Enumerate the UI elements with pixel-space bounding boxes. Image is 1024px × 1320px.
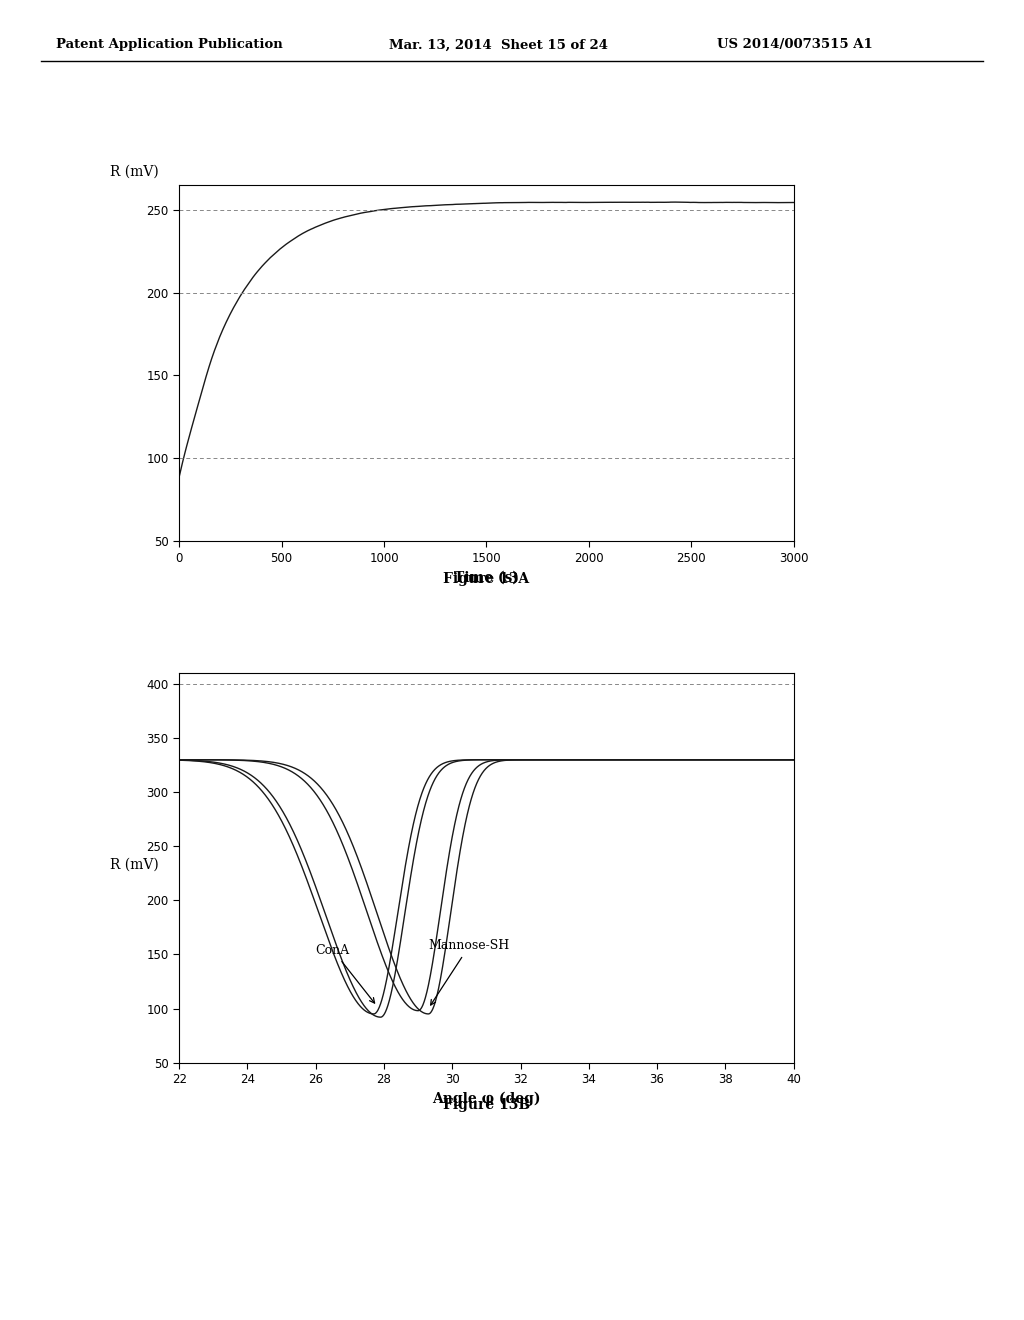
Text: US 2014/0073515 A1: US 2014/0073515 A1	[717, 38, 872, 51]
Text: Figure 13B: Figure 13B	[442, 1098, 530, 1111]
Text: Mar. 13, 2014  Sheet 15 of 24: Mar. 13, 2014 Sheet 15 of 24	[389, 38, 608, 51]
Text: Mannose-SH: Mannose-SH	[429, 940, 510, 1005]
Text: Patent Application Publication: Patent Application Publication	[56, 38, 283, 51]
X-axis label: Time (s): Time (s)	[454, 570, 519, 585]
Text: ConA: ConA	[315, 944, 375, 1003]
Text: R (mV): R (mV)	[110, 165, 159, 178]
Text: Figure 13A: Figure 13A	[443, 573, 529, 586]
X-axis label: Angle φ (deg): Angle φ (deg)	[432, 1092, 541, 1106]
Text: R (mV): R (mV)	[110, 858, 159, 871]
